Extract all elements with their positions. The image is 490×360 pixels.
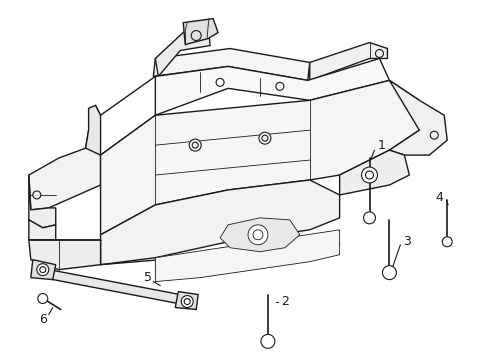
Polygon shape bbox=[340, 150, 409, 195]
Circle shape bbox=[37, 264, 49, 276]
Circle shape bbox=[40, 267, 46, 273]
Polygon shape bbox=[100, 80, 419, 235]
Polygon shape bbox=[29, 240, 100, 270]
Circle shape bbox=[364, 212, 375, 224]
Circle shape bbox=[362, 167, 377, 183]
Circle shape bbox=[189, 139, 201, 151]
Polygon shape bbox=[29, 175, 56, 228]
Text: 1: 1 bbox=[377, 139, 386, 152]
Polygon shape bbox=[220, 218, 300, 252]
Polygon shape bbox=[155, 26, 210, 76]
Text: 5: 5 bbox=[145, 271, 152, 284]
Polygon shape bbox=[183, 19, 218, 45]
Circle shape bbox=[262, 135, 268, 141]
Polygon shape bbox=[100, 180, 340, 265]
Polygon shape bbox=[155, 58, 390, 115]
Circle shape bbox=[366, 171, 373, 179]
Circle shape bbox=[259, 132, 271, 144]
Polygon shape bbox=[390, 80, 447, 155]
Circle shape bbox=[383, 266, 396, 280]
Polygon shape bbox=[86, 105, 100, 155]
Polygon shape bbox=[39, 268, 183, 305]
Circle shape bbox=[38, 293, 48, 303]
Circle shape bbox=[276, 82, 284, 90]
Text: 3: 3 bbox=[403, 235, 411, 248]
Polygon shape bbox=[31, 260, 56, 280]
Text: 4: 4 bbox=[435, 192, 443, 204]
Polygon shape bbox=[175, 292, 198, 310]
Polygon shape bbox=[310, 42, 388, 80]
Circle shape bbox=[261, 334, 275, 348]
Text: 6: 6 bbox=[39, 313, 47, 326]
Circle shape bbox=[430, 131, 438, 139]
Circle shape bbox=[442, 237, 452, 247]
Polygon shape bbox=[29, 220, 56, 240]
Polygon shape bbox=[155, 230, 340, 282]
Circle shape bbox=[184, 298, 190, 305]
Circle shape bbox=[375, 50, 384, 58]
Circle shape bbox=[253, 230, 263, 240]
Circle shape bbox=[181, 296, 193, 307]
Circle shape bbox=[33, 191, 41, 199]
Text: 2: 2 bbox=[281, 295, 289, 308]
Circle shape bbox=[216, 78, 224, 86]
Circle shape bbox=[248, 225, 268, 245]
Circle shape bbox=[191, 31, 201, 41]
Circle shape bbox=[192, 142, 198, 148]
Polygon shape bbox=[153, 49, 310, 80]
Polygon shape bbox=[29, 130, 100, 210]
